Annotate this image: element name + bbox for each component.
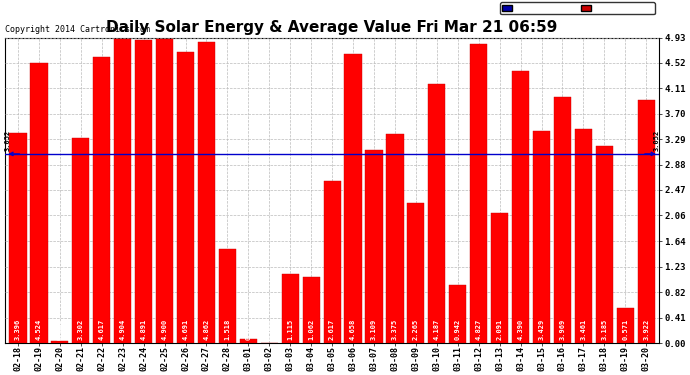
Bar [428, 84, 446, 343]
Text: 4.827: 4.827 [475, 319, 482, 340]
Bar [219, 249, 236, 343]
Bar [72, 138, 90, 343]
Text: 4.891: 4.891 [141, 319, 147, 340]
Bar [282, 274, 299, 343]
Bar [303, 277, 319, 343]
Text: 4.900: 4.900 [161, 319, 168, 340]
Text: 3.109: 3.109 [371, 319, 377, 340]
Text: 0.059: 0.059 [246, 319, 251, 340]
Text: 4.904: 4.904 [120, 319, 126, 340]
Bar [114, 39, 131, 343]
Bar [595, 146, 613, 343]
Bar [239, 339, 257, 343]
Bar [344, 54, 362, 343]
Text: 1.115: 1.115 [287, 319, 293, 340]
Text: Copyright 2014 Cartronics.com: Copyright 2014 Cartronics.com [6, 26, 150, 34]
Text: 4.390: 4.390 [518, 319, 524, 340]
Text: 3.922: 3.922 [643, 319, 649, 340]
Text: 0.571: 0.571 [622, 319, 629, 340]
Bar [512, 71, 529, 343]
Text: 4.617: 4.617 [99, 319, 105, 340]
Text: 2.091: 2.091 [497, 319, 502, 340]
Bar [449, 285, 466, 343]
Text: 2.265: 2.265 [413, 319, 419, 340]
Text: 3.429: 3.429 [538, 319, 544, 340]
Text: 3.375: 3.375 [392, 319, 398, 340]
Bar [198, 42, 215, 343]
Text: 0.028: 0.028 [57, 319, 63, 340]
Bar [10, 133, 27, 343]
Bar [491, 213, 509, 343]
Bar [135, 40, 152, 343]
Bar [638, 100, 655, 343]
Bar [575, 129, 592, 343]
Text: 4.187: 4.187 [434, 319, 440, 340]
Bar [30, 63, 48, 343]
Bar [51, 341, 68, 343]
Bar [533, 130, 550, 343]
Bar [366, 150, 382, 343]
Text: 0.942: 0.942 [455, 319, 461, 340]
Bar [177, 53, 194, 343]
Bar [470, 44, 487, 343]
Bar [386, 134, 404, 343]
Text: 1.062: 1.062 [308, 319, 314, 340]
Text: 3.461: 3.461 [580, 319, 586, 340]
Text: 4.862: 4.862 [204, 319, 210, 340]
Text: 0.000: 0.000 [266, 319, 273, 340]
Text: 3.396: 3.396 [15, 319, 21, 340]
Text: 4.524: 4.524 [36, 319, 42, 340]
Bar [554, 97, 571, 343]
Text: 3.052: 3.052 [5, 130, 10, 152]
Title: Daily Solar Energy & Average Value Fri Mar 21 06:59: Daily Solar Energy & Average Value Fri M… [106, 20, 558, 35]
Text: 1.518: 1.518 [224, 319, 230, 340]
Text: 3.302: 3.302 [78, 319, 84, 340]
Bar [324, 181, 341, 343]
Text: 3.052: 3.052 [653, 130, 660, 152]
Text: 4.691: 4.691 [183, 319, 188, 340]
Text: 3.969: 3.969 [560, 319, 565, 340]
Legend: Average  ($), Daily   ($): Average ($), Daily ($) [500, 2, 655, 14]
Bar [407, 203, 424, 343]
Text: 3.185: 3.185 [601, 319, 607, 340]
Text: 4.658: 4.658 [350, 319, 356, 340]
Bar [156, 39, 173, 343]
Bar [93, 57, 110, 343]
Bar [617, 308, 634, 343]
Text: 2.617: 2.617 [329, 319, 335, 340]
